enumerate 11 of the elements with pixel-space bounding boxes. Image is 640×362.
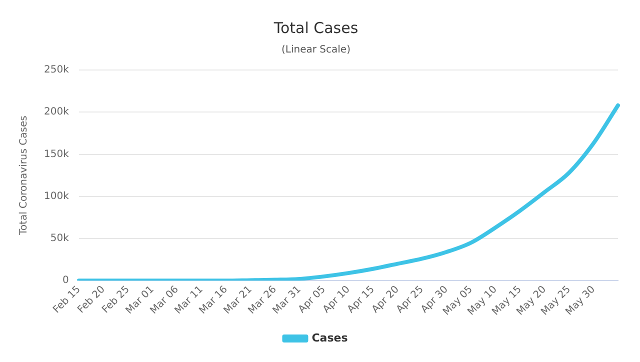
y-tick-label: 50k: [50, 233, 70, 244]
chart-title: Total Cases: [272, 18, 358, 37]
line-series: [76, 103, 620, 281]
y-tick-label: 100k: [44, 190, 70, 202]
y-tick-label: 0: [62, 275, 69, 286]
y-tick-label: 150k: [44, 148, 70, 160]
y-tick-label: 200k: [44, 106, 70, 118]
y-tick-label: 250k: [44, 64, 70, 76]
y-axis-title: Total Coronavirus Cases: [18, 116, 30, 236]
legend-label: Cases: [312, 331, 348, 344]
chart-subtitle: (Linear Scale): [282, 44, 351, 56]
